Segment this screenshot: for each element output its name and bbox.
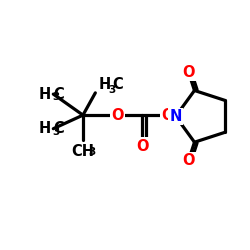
Text: O: O bbox=[111, 108, 124, 122]
Text: H: H bbox=[38, 121, 51, 136]
Text: C: C bbox=[54, 121, 64, 136]
Text: C: C bbox=[54, 86, 64, 102]
Text: O: O bbox=[136, 138, 148, 154]
Text: H: H bbox=[99, 76, 111, 92]
Text: C: C bbox=[112, 76, 123, 92]
Text: 3: 3 bbox=[53, 92, 60, 102]
Text: CH: CH bbox=[72, 144, 94, 158]
Text: O: O bbox=[182, 65, 195, 80]
Text: O: O bbox=[161, 108, 173, 122]
Text: 3: 3 bbox=[53, 127, 60, 137]
Text: 3: 3 bbox=[89, 147, 96, 157]
Text: O: O bbox=[182, 153, 195, 168]
Text: H: H bbox=[38, 86, 51, 102]
Text: 3: 3 bbox=[108, 84, 115, 94]
Text: N: N bbox=[170, 109, 182, 124]
